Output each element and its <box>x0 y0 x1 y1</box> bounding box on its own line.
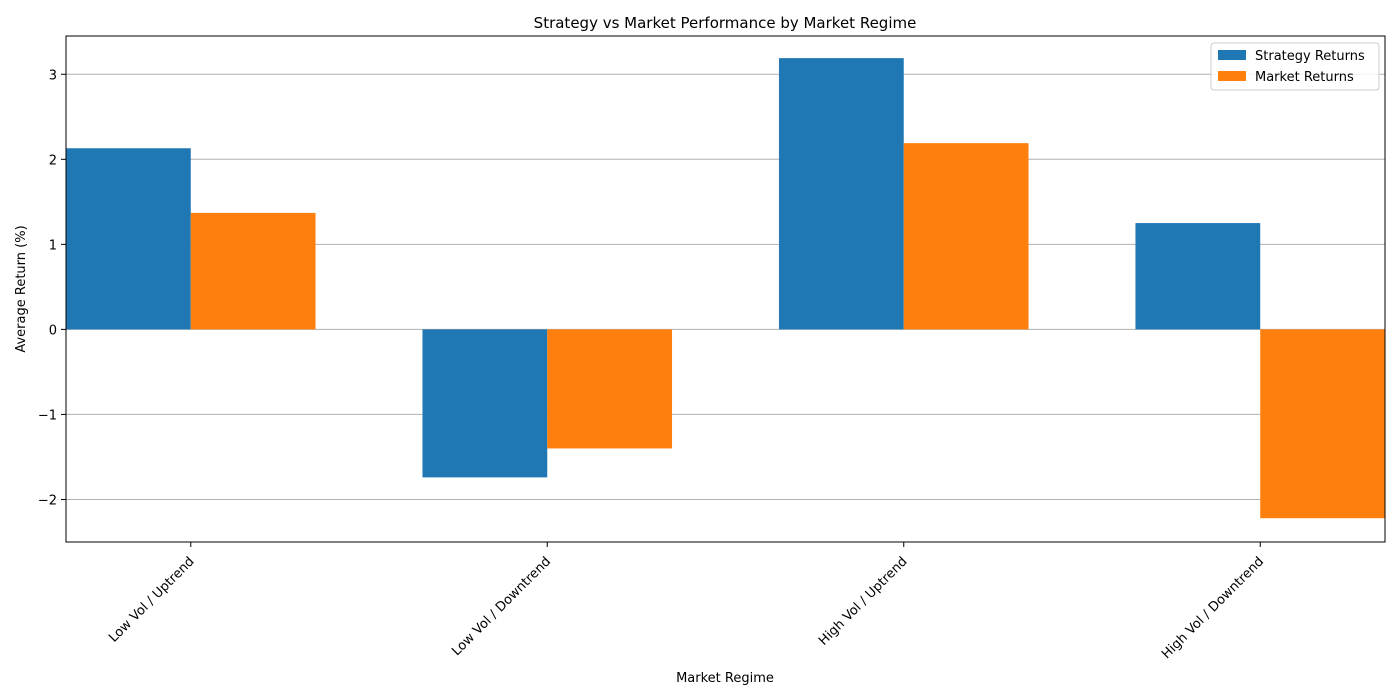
bar-market <box>1260 329 1385 519</box>
y-tick-label: −2 <box>38 493 57 508</box>
y-tick-label: 1 <box>49 238 57 253</box>
bar-strategy <box>66 148 191 330</box>
x-tick-label: High Vol / Uptrend <box>816 554 910 648</box>
bar-market <box>190 212 316 330</box>
x-tick-label: High Vol / Downtrend <box>1159 554 1267 662</box>
y-axis-label: Average Return (%) <box>14 225 29 352</box>
y-axis: −2 −1 0 1 2 3 <box>38 68 66 508</box>
legend-entry: Market Returns <box>1255 70 1354 85</box>
bar-strategy <box>422 329 548 478</box>
plot-frame <box>65 35 1386 543</box>
y-tick-label: 0 <box>49 323 57 338</box>
chart-title: Strategy vs Market Performance by Market… <box>534 14 917 32</box>
legend: Strategy Returns Market Returns <box>1210 42 1380 91</box>
legend-entry: Strategy Returns <box>1255 49 1365 64</box>
y-tick-label: 2 <box>49 153 57 168</box>
x-tick-label: Low Vol / Downtrend <box>449 554 554 659</box>
x-tick-label: Low Vol / Uptrend <box>106 554 197 645</box>
y-tick-label: −1 <box>38 408 57 423</box>
x-axis-label: Market Regime <box>676 671 774 686</box>
x-axis: Low Vol / Uptrend Low Vol / Downtrend High… <box>106 542 1267 662</box>
y-tick-label: 3 <box>49 68 57 83</box>
bars <box>66 58 1385 519</box>
bar-strategy <box>1135 223 1261 330</box>
bar-market <box>547 329 673 449</box>
bar-strategy <box>778 58 904 330</box>
legend-swatch <box>1218 71 1246 81</box>
legend-box <box>1210 42 1380 91</box>
bar-market <box>903 143 1029 330</box>
legend-swatch <box>1218 50 1246 60</box>
